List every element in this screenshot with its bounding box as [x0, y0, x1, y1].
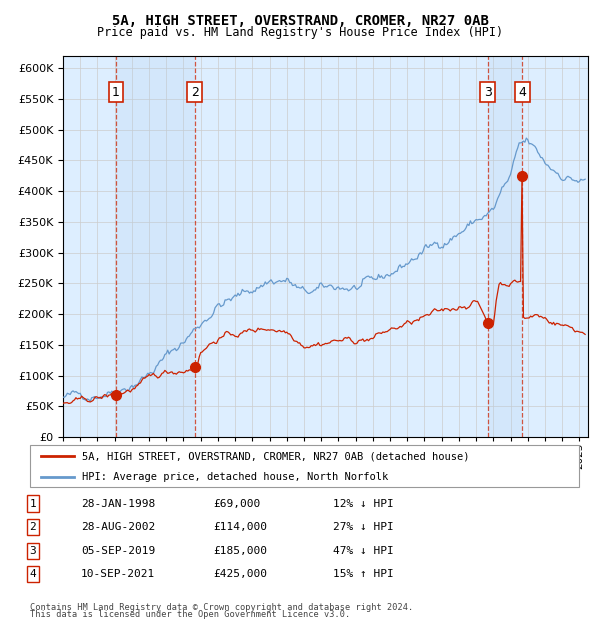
Text: 47% ↓ HPI: 47% ↓ HPI — [333, 546, 394, 556]
Text: 2: 2 — [29, 522, 37, 532]
Text: £185,000: £185,000 — [213, 546, 267, 556]
Text: 4: 4 — [29, 569, 37, 579]
Text: HPI: Average price, detached house, North Norfolk: HPI: Average price, detached house, Nort… — [82, 472, 388, 482]
Text: £425,000: £425,000 — [213, 569, 267, 579]
Text: 5A, HIGH STREET, OVERSTRAND, CROMER, NR27 0AB (detached house): 5A, HIGH STREET, OVERSTRAND, CROMER, NR2… — [82, 451, 470, 461]
Text: 4: 4 — [518, 86, 526, 99]
Bar — [116, 56, 195, 437]
FancyBboxPatch shape — [30, 445, 579, 487]
Text: 1: 1 — [29, 498, 37, 508]
Text: 15% ↑ HPI: 15% ↑ HPI — [333, 569, 394, 579]
Text: 3: 3 — [29, 546, 37, 556]
Text: This data is licensed under the Open Government Licence v3.0.: This data is licensed under the Open Gov… — [30, 609, 350, 619]
Text: Price paid vs. HM Land Registry's House Price Index (HPI): Price paid vs. HM Land Registry's House … — [97, 26, 503, 39]
Text: £114,000: £114,000 — [213, 522, 267, 532]
Text: 28-JAN-1998: 28-JAN-1998 — [81, 498, 155, 508]
Text: £69,000: £69,000 — [213, 498, 260, 508]
Text: 5A, HIGH STREET, OVERSTRAND, CROMER, NR27 0AB: 5A, HIGH STREET, OVERSTRAND, CROMER, NR2… — [112, 14, 488, 28]
Text: 2: 2 — [191, 86, 199, 99]
Text: 1: 1 — [112, 86, 120, 99]
Text: 10-SEP-2021: 10-SEP-2021 — [81, 569, 155, 579]
Text: 28-AUG-2002: 28-AUG-2002 — [81, 522, 155, 532]
Bar — [488, 56, 523, 437]
Text: 05-SEP-2019: 05-SEP-2019 — [81, 546, 155, 556]
Text: 12% ↓ HPI: 12% ↓ HPI — [333, 498, 394, 508]
Text: 27% ↓ HPI: 27% ↓ HPI — [333, 522, 394, 532]
Text: 3: 3 — [484, 86, 492, 99]
Text: Contains HM Land Registry data © Crown copyright and database right 2024.: Contains HM Land Registry data © Crown c… — [30, 603, 413, 612]
